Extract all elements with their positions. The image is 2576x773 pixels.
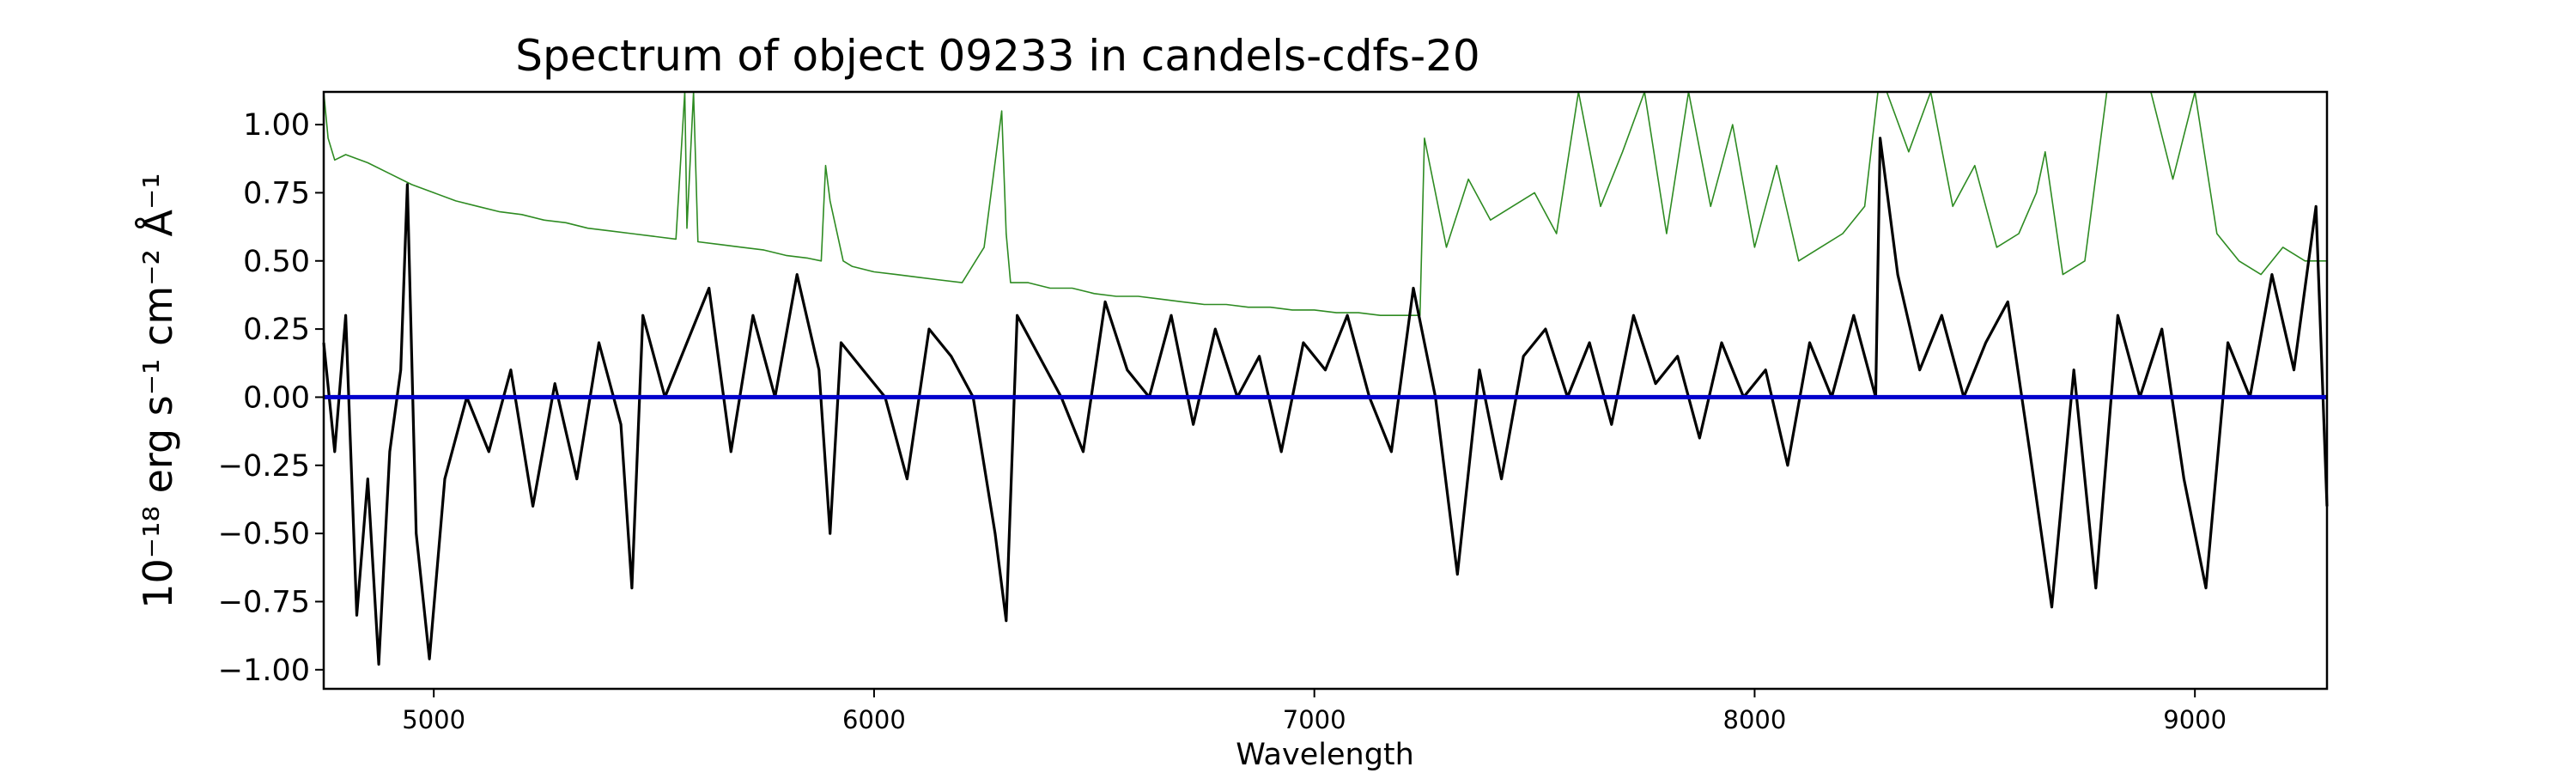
y-tick-label: 0.75	[243, 176, 310, 210]
plot-area	[324, 92, 2327, 689]
x-tick-label: 5000	[402, 705, 465, 734]
y-tick-label: 0.50	[243, 245, 310, 279]
flux-series-line	[322, 137, 2329, 666]
series-layer	[322, 91, 2329, 666]
y-tick-label: −0.50	[218, 517, 310, 551]
y-tick-label: 0.00	[243, 380, 310, 415]
x-tick-label: 8000	[1723, 705, 1787, 734]
x-tick-label: 7000	[1283, 705, 1346, 734]
x-tick-label: 9000	[2163, 705, 2227, 734]
x-tick-label: 6000	[842, 705, 906, 734]
y-tick-label: 1.00	[243, 108, 310, 143]
y-tick-label: −1.00	[218, 654, 310, 688]
y-axis-ticks: −1.00 −0.75 −0.50 −0.25 0.00 0.25 0.50 0.75 1.00	[218, 108, 324, 688]
x-axis-ticks: 5000 6000 7000 8000 9000	[402, 689, 2227, 734]
y-axis-label: 10⁻¹⁸ erg s⁻¹ cm⁻² Å⁻¹	[135, 173, 181, 608]
chart-title: Spectrum of object 09233 in candels-cdfs…	[515, 31, 1480, 81]
x-axis-label: Wavelength	[1236, 738, 1414, 772]
error-series-line	[323, 91, 2327, 317]
y-tick-label: −0.75	[218, 585, 310, 619]
plot-frame	[322, 90, 2329, 691]
y-tick-label: 0.25	[243, 313, 310, 347]
y-tick-label: −0.25	[218, 449, 310, 484]
